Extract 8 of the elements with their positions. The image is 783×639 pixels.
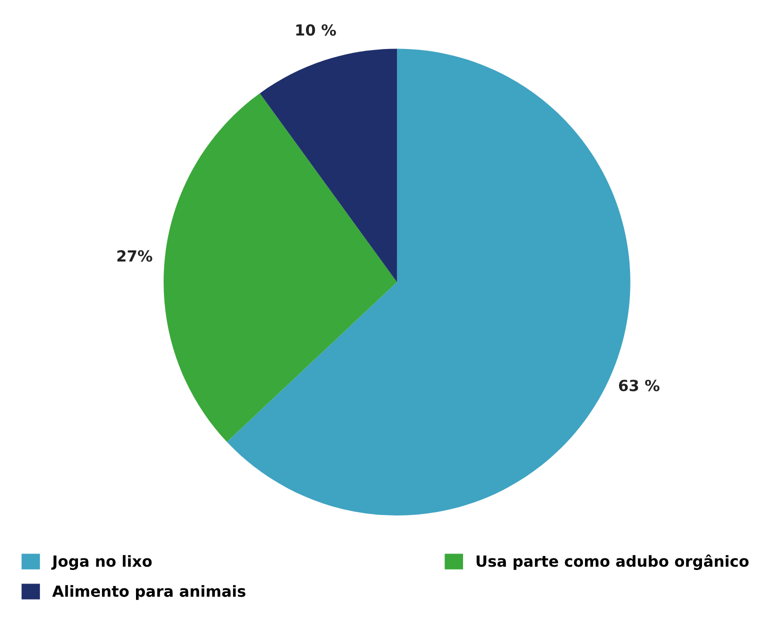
pie-slice bbox=[164, 93, 397, 442]
legend-label: Alimento para animais bbox=[52, 585, 246, 600]
data-label: 10 % bbox=[296, 24, 336, 36]
data-label: 27% bbox=[117, 250, 152, 262]
data-label: 63 % bbox=[618, 380, 660, 392]
pie-slice bbox=[260, 48, 397, 282]
legend-label: Joga no lixo bbox=[51, 555, 152, 570]
legend-label: Usa parte como adubo orgânico bbox=[476, 554, 749, 570]
